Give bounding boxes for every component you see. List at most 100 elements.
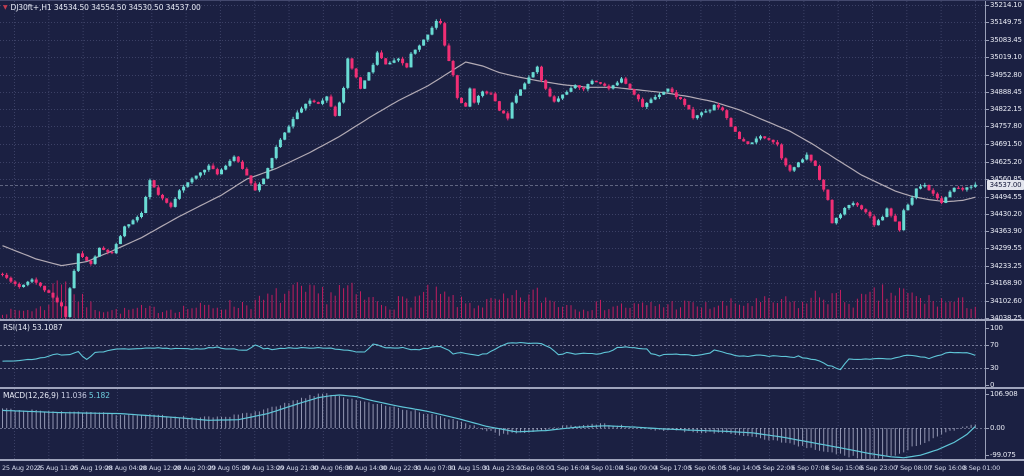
price-axis-label: 34888.45 <box>990 87 1022 96</box>
macd-panel-canvas[interactable] <box>0 389 985 459</box>
time-axis-label: 6 Sep 15:00 <box>825 464 863 472</box>
price-axis-label: 35019.10 <box>990 52 1022 61</box>
price-axis-label: 35083.45 <box>990 35 1022 44</box>
time-axis-label: 5 Sep 14:00 <box>722 464 760 472</box>
time-axis[interactable]: 25 Aug 2023 25 Aug 11:00 25 Aug 19:00 28 Au… <box>0 461 1024 476</box>
rsi-scale-label: 70 <box>990 341 999 350</box>
time-axis-label: 29 Aug 05:00 <box>207 464 250 472</box>
axis-tick <box>986 162 989 163</box>
price-axis-label: 34363.90 <box>990 227 1022 236</box>
price-axis-label: 35214.10 <box>990 1 1022 9</box>
axis-tick <box>986 144 989 145</box>
macd-scale-label: 106.908 <box>990 389 1018 398</box>
price-axis-label: 34233.25 <box>990 262 1022 271</box>
main-chart-canvas[interactable] <box>0 1 985 319</box>
axis-tick <box>986 40 989 41</box>
time-axis-label: 5 Sep 06:00 <box>688 464 726 472</box>
price-axis-label: 34430.20 <box>990 209 1022 218</box>
volume-series <box>2 280 976 318</box>
time-axis-label: 31 Aug 07:00 <box>413 464 456 472</box>
panel-separator-bottom[interactable] <box>0 459 1024 461</box>
price-axis-label: 34299.55 <box>990 244 1022 253</box>
price-axis-label: 34168.90 <box>990 279 1022 288</box>
grid-vertical <box>14 321 976 387</box>
time-axis-label: 28 Aug 20:00 <box>173 464 216 472</box>
price-axis-label: 34822.15 <box>990 105 1022 114</box>
candlestick-series <box>1 18 977 319</box>
axis-tick <box>986 301 989 302</box>
rsi-level-lines <box>0 345 985 369</box>
panel-separator-rsi-macd[interactable] <box>0 387 1024 389</box>
macd-main-value: 11.036 <box>60 391 87 400</box>
current-price-label: 34537.00 <box>987 180 1024 190</box>
macd-histogram <box>2 393 976 459</box>
time-axis-label: 28 Aug 12:00 <box>139 464 181 472</box>
axis-tick <box>986 109 989 110</box>
grid-vertical <box>14 1 976 319</box>
axis-tick <box>986 266 989 267</box>
time-axis-label: 4 Sep 01:00 <box>585 464 623 472</box>
axis-tick <box>986 231 989 232</box>
time-axis-label: 25 Aug 11:00 <box>36 464 78 472</box>
axis-tick <box>986 428 989 429</box>
time-axis-label: 31 Aug 23:00 <box>482 464 524 472</box>
macd-name: MACD(12,26,9) <box>3 391 59 400</box>
ohlc-readout: DJ30ft+,H1 34534.50 34554.50 34530.50 34… <box>10 3 201 12</box>
time-axis-label: 28 Aug 04:00 <box>104 464 147 472</box>
macd-scale-label: 0.00 <box>990 424 1005 432</box>
axis-tick <box>986 57 989 58</box>
macd-signal-value: 5.182 <box>88 391 110 400</box>
time-axis-label: 5 Sep 22:00 <box>757 464 795 472</box>
time-axis-label: 7 Sep 16:00 <box>928 464 966 472</box>
ma-line <box>2 61 976 267</box>
chart-title: ▼ DJ30ft+,H1 34534.50 34554.50 34530.50 3… <box>3 3 201 12</box>
axis-tick <box>986 368 989 369</box>
time-axis-label: 4 Sep 17:00 <box>654 464 692 472</box>
macd-scale-label: -99.075 <box>990 451 1016 459</box>
price-axis-label: 34757.80 <box>990 122 1022 131</box>
rsi-panel-canvas[interactable] <box>0 321 985 387</box>
axis-tick <box>986 328 989 329</box>
axis-tick <box>986 197 989 198</box>
rsi-scale-label: 0 <box>990 381 995 389</box>
macd-indicator-label: MACD(12,26,9) 11.036 5.182 <box>3 391 110 400</box>
time-axis-label: 7 Sep 08:00 <box>894 464 932 472</box>
price-axis-label: 34952.80 <box>990 70 1022 79</box>
time-axis-label: 29 Aug 21:00 <box>276 464 319 472</box>
price-axis-label: 34560.85 <box>990 174 1022 183</box>
price-axis-label: 34102.60 <box>990 296 1022 305</box>
time-axis-label: 30 Aug 06:00 <box>310 464 353 472</box>
time-axis-label: 6 Sep 07:00 <box>791 464 829 472</box>
rsi-indicator-label: RSI(14) 53.1087 <box>3 323 63 332</box>
price-axis[interactable]: 35214.10 35149.75 35083.45 35019.10 34952.80… <box>985 1 1024 460</box>
price-axis-label: 34691.50 <box>990 140 1022 149</box>
time-axis-label: 30 Aug 14:00 <box>345 464 387 472</box>
time-axis-label: 31 Aug 15:00 <box>448 464 490 472</box>
axis-tick <box>986 283 989 284</box>
price-axis-label: 34038.25 <box>990 314 1022 322</box>
axis-tick <box>986 455 989 456</box>
symbol-marker-icon: ▼ <box>3 4 8 11</box>
time-axis-label: 25 Aug 2023 <box>2 464 42 472</box>
axis-tick <box>986 345 989 346</box>
axis-tick <box>986 394 989 395</box>
time-axis-label: 25 Aug 19:00 <box>70 464 113 472</box>
time-axis-label: 1 Sep 16:00 <box>551 464 589 472</box>
macd-signal-line <box>2 394 976 459</box>
axis-tick <box>986 5 989 6</box>
time-axis-label: 1 Sep 08:00 <box>516 464 554 472</box>
axis-tick <box>986 22 989 23</box>
time-axis-label: 30 Aug 22:00 <box>379 464 422 472</box>
price-axis-label: 34625.20 <box>990 157 1022 166</box>
panel-separator-main-rsi[interactable] <box>0 319 1024 321</box>
price-axis-label: 34494.55 <box>990 192 1022 201</box>
price-axis-label: 35149.75 <box>990 18 1022 27</box>
axis-tick <box>986 179 989 180</box>
rsi-name: RSI(14) <box>3 323 30 332</box>
time-axis-label: 8 Sep 01:00 <box>962 464 1001 472</box>
rsi-scale-label: 30 <box>990 363 999 372</box>
axis-tick <box>986 214 989 215</box>
rsi-line <box>2 341 976 371</box>
axis-tick <box>986 92 989 93</box>
